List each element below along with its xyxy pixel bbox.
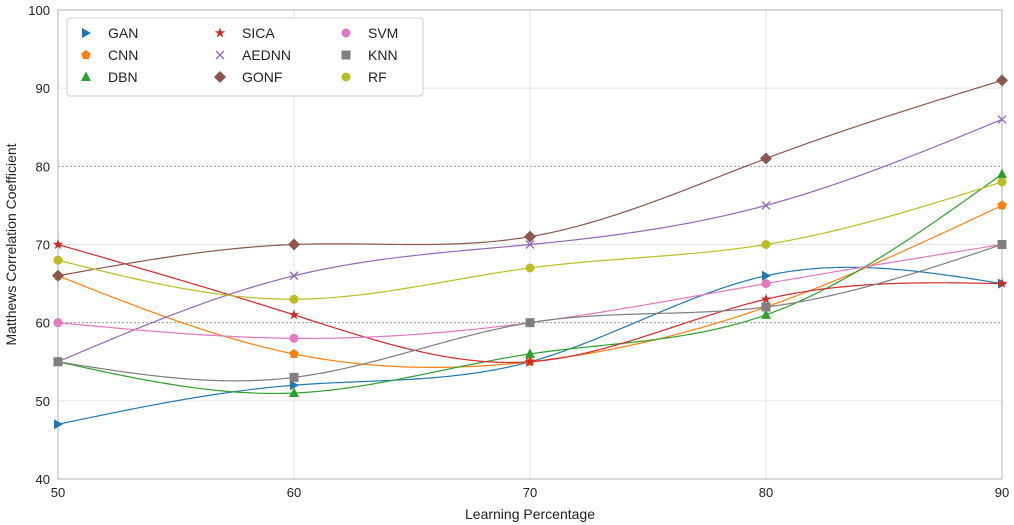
x-tick-label: 60 <box>287 485 301 500</box>
data-point <box>289 348 299 358</box>
data-point <box>52 269 64 282</box>
data-point <box>525 318 535 328</box>
y-tick-label: 40 <box>36 472 50 487</box>
data-point <box>214 71 226 83</box>
data-point <box>289 271 299 281</box>
series-sica <box>52 239 1008 367</box>
data-point <box>760 152 772 165</box>
data-point <box>81 71 91 81</box>
data-point <box>761 279 771 289</box>
legend-label: SVM <box>368 25 398 41</box>
data-point <box>54 419 63 430</box>
data-point <box>53 357 63 367</box>
data-point <box>761 309 771 319</box>
data-point <box>760 293 772 304</box>
data-point <box>214 27 226 38</box>
data-point <box>289 333 299 343</box>
series-gonf <box>52 74 1008 282</box>
legend-item: CNN <box>81 47 138 63</box>
data-point <box>997 200 1007 210</box>
data-point <box>525 263 535 273</box>
legend-label: RF <box>368 69 387 85</box>
data-point <box>997 240 1007 249</box>
data-point <box>289 294 299 304</box>
data-point <box>762 270 771 281</box>
data-point <box>81 50 91 60</box>
legend-label: SICA <box>242 25 275 41</box>
data-point <box>996 74 1008 87</box>
data-point <box>82 28 91 38</box>
x-tick-label: 70 <box>523 485 537 500</box>
legend-item: RF <box>341 69 387 85</box>
data-point <box>52 239 64 249</box>
data-point <box>525 240 535 249</box>
legend-item: SICA <box>214 25 275 41</box>
x-tick-label: 50 <box>51 485 65 500</box>
data-point <box>341 50 351 60</box>
data-point <box>997 168 1007 179</box>
data-point <box>341 28 351 38</box>
legend-label: KNN <box>368 47 398 63</box>
y-tick-label: 90 <box>36 81 50 96</box>
series-rf <box>53 177 1007 304</box>
y-tick-label: 80 <box>36 159 50 174</box>
legend: GAN CNN DBN SICA AEDNN GONF SVM KNN RF <box>66 17 424 97</box>
y-tick-label: 70 <box>36 238 50 253</box>
data-point <box>997 114 1007 124</box>
legend-label: CNN <box>108 47 138 63</box>
data-point <box>761 302 771 312</box>
legend-item: DBN <box>81 69 138 85</box>
data-point <box>996 278 1008 289</box>
data-point <box>53 255 63 265</box>
legend-label: GAN <box>108 25 138 41</box>
data-point <box>288 238 300 251</box>
y-tick-label: 50 <box>36 394 50 409</box>
legend-box <box>66 17 424 97</box>
data-point <box>290 380 299 391</box>
data-point <box>761 240 771 249</box>
legend-label: AEDNN <box>242 47 291 63</box>
y-tick-label: 60 <box>36 316 50 331</box>
data-point <box>289 387 299 398</box>
legend-item: SVM <box>341 25 398 41</box>
data-point <box>997 177 1007 187</box>
x-tick-label: 80 <box>759 485 773 500</box>
data-point <box>525 348 535 358</box>
data-point <box>341 72 351 82</box>
legend-label: DBN <box>108 69 138 85</box>
y-tick-label: 100 <box>28 3 50 18</box>
data-point <box>53 318 63 328</box>
x-tick-label: 90 <box>995 485 1009 500</box>
data-point <box>215 50 225 60</box>
x-axis-title: Learning Percentage <box>465 506 595 522</box>
data-point <box>524 230 536 243</box>
legend-item: GAN <box>82 25 138 41</box>
legend-item: AEDNN <box>215 47 291 63</box>
data-point <box>289 372 299 382</box>
data-point <box>288 309 300 320</box>
legend-item: GONF <box>214 69 282 85</box>
data-point <box>761 200 771 210</box>
legend-label: GONF <box>242 69 282 85</box>
y-axis-title: Matthews Correlation Coefficient <box>3 143 19 345</box>
series-knn <box>53 240 1007 382</box>
series-layer <box>52 74 1008 430</box>
legend-item: KNN <box>341 47 398 63</box>
data-point <box>524 356 536 367</box>
